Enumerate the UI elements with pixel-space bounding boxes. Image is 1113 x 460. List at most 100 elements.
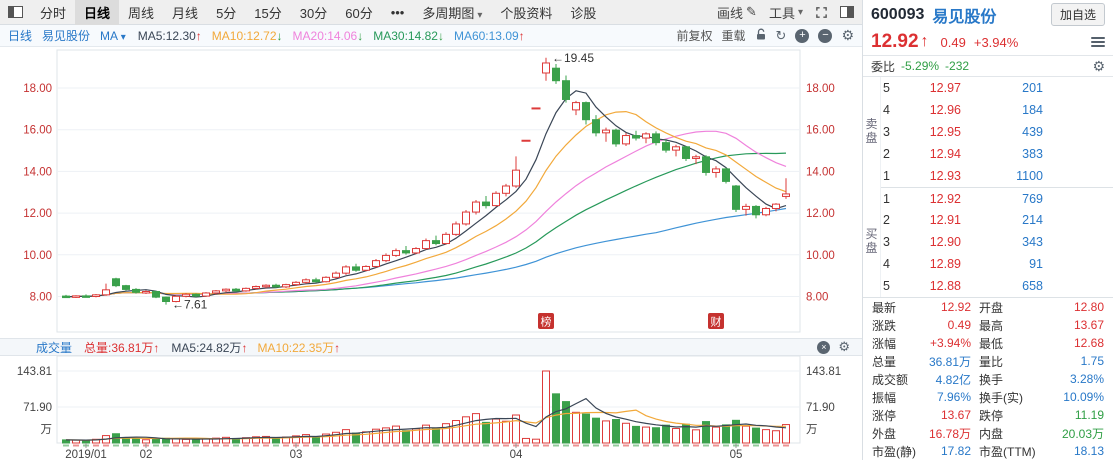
period-tab[interactable]: 60分 xyxy=(345,5,373,21)
svg-text:←7.61: ←7.61 xyxy=(172,298,208,312)
lock-open-icon[interactable] xyxy=(755,28,767,44)
settings-icon[interactable]: ⚙ xyxy=(1092,57,1105,74)
svg-text:万: 万 xyxy=(806,424,818,436)
period-tab[interactable]: 15分 xyxy=(254,5,282,21)
order-book: 卖盘 买盘 5 12.97 201 4 12.96 184 3 12.95 439 2 12.94 3… xyxy=(863,77,1113,297)
buy-level-row[interactable]: 4 12.89 91 xyxy=(881,253,1113,275)
stat-row: 市盈(静) 17.82 市盈(TTM) 18.13 xyxy=(872,442,1104,460)
svg-text:04: 04 xyxy=(510,449,523,460)
level-price: 12.93 xyxy=(929,169,961,183)
stat-row: 涨跌 0.49 最高 13.67 xyxy=(872,316,1104,334)
adjust-price-button[interactable]: 前复权 xyxy=(676,29,713,43)
stat-row: 外盘 16.78万 内盘 20.03万 xyxy=(872,424,1104,442)
down-arrow-icon: ↓ xyxy=(437,28,444,43)
period-tab[interactable]: 日线 xyxy=(75,0,120,25)
add-watchlist-button[interactable]: 加自选 xyxy=(1050,3,1105,26)
sell-level-row[interactable]: 4 12.96 184 xyxy=(881,99,1113,121)
ma-dropdown[interactable]: MA ▾ xyxy=(100,29,126,43)
quote-panel: 600093 易见股份 加自选 12.92 ↑ 0.49 +3.94% 委比 -… xyxy=(862,0,1113,460)
stock-name[interactable]: 易见股份 xyxy=(932,8,997,26)
tools-label: 工具 xyxy=(768,5,795,21)
stat-value: 7.96% xyxy=(936,390,971,404)
period-tab[interactable]: 分时 xyxy=(40,5,67,21)
order-book-side-labels: 卖盘 买盘 xyxy=(863,77,881,297)
stat-label: 涨跌 xyxy=(872,318,897,333)
volume-chart[interactable]: 143.81 143.81 71.90 71.90 万 万 2019/01 02 03 04 05 xyxy=(0,355,862,460)
level-number: 5 xyxy=(883,81,890,95)
stat-value: 20.03万 xyxy=(1061,426,1104,441)
stat-label: 涨停 xyxy=(872,408,897,423)
list-menu-icon[interactable] xyxy=(1091,37,1105,47)
buy-level-row[interactable]: 5 12.88 658 xyxy=(881,275,1113,297)
period-tab[interactable]: 5分 xyxy=(216,5,237,21)
level-volume: 658 xyxy=(1022,279,1043,293)
refresh-icon[interactable]: ↻ xyxy=(775,27,787,43)
tools-dropdown[interactable]: 工具 ▾ xyxy=(769,3,803,22)
period-tab[interactable]: 周线 xyxy=(128,5,155,21)
fullscreen-icon[interactable] xyxy=(815,6,828,19)
stat-label: 量比 xyxy=(979,354,1004,369)
stat-value: 4.82亿 xyxy=(935,372,971,387)
buy-level-row[interactable]: 2 12.91 214 xyxy=(881,209,1113,231)
stat-value: 13.67 xyxy=(940,408,971,422)
sell-level-row[interactable]: 3 12.95 439 xyxy=(881,121,1113,143)
buy-level-row[interactable]: 3 12.90 343 xyxy=(881,231,1113,253)
level-price: 12.97 xyxy=(929,81,961,95)
stock-name-link[interactable]: 易见股份 xyxy=(42,29,91,43)
price-change: 0.49 xyxy=(940,34,966,50)
svg-text:02: 02 xyxy=(140,449,153,460)
period-tab[interactable]: 多周期图 ▾ xyxy=(422,5,483,21)
svg-text:14.00: 14.00 xyxy=(23,166,52,178)
volume-pane-header: 成交量 总量:36.81万↑ MA5:24.82万↑ MA10:22.35万↑ × … xyxy=(0,338,862,356)
chevron-down-icon: ▾ xyxy=(797,6,803,18)
period-tab[interactable]: 个股资料 xyxy=(500,5,553,21)
level-volume: 91 xyxy=(1029,257,1043,271)
price-row: 12.92 ↑ 0.49 +3.94% xyxy=(863,29,1113,55)
toolbar-right: 画线 ✎ 工具 ▾ xyxy=(717,3,854,22)
svg-text:←19.45: ←19.45 xyxy=(552,51,594,65)
stat-value: 3.28% xyxy=(1069,372,1104,386)
zoom-in-icon[interactable]: + xyxy=(795,28,810,43)
draw-line-button[interactable]: 画线 ✎ xyxy=(717,3,757,22)
period-tab[interactable]: 30分 xyxy=(299,5,328,21)
close-icon[interactable]: × xyxy=(817,340,831,354)
price-change-percent: +3.94% xyxy=(973,34,1019,50)
level-price: 12.95 xyxy=(929,125,961,139)
volume-header-controls: × ⚙ xyxy=(817,339,850,355)
period-tab[interactable]: ••• xyxy=(390,4,405,20)
stat-label: 换手(实) xyxy=(979,390,1023,405)
stat-value: 11.19 xyxy=(1074,408,1104,422)
sell-level-row[interactable]: 2 12.94 383 xyxy=(881,143,1113,165)
weibi-label: 委比 xyxy=(871,59,896,74)
stat-value: 18.13 xyxy=(1073,444,1104,458)
down-arrow-icon: ↓ xyxy=(357,28,364,43)
level-volume: 214 xyxy=(1022,213,1043,227)
legend-right-controls: 前复权 重载 ↻ + − ⚙ xyxy=(677,27,855,44)
quote-stats: 最新 12.92 开盘 12.80 涨跌 0.49 最高 13.67 涨幅 +3.94% 最低 12.… xyxy=(863,297,1113,459)
chevron-down-icon: ▾ xyxy=(477,9,483,21)
level-number: 1 xyxy=(883,169,890,183)
period-label[interactable]: 日线 xyxy=(8,29,33,43)
sell-level-row[interactable]: 5 12.97 201 xyxy=(881,77,1113,99)
period-tab[interactable]: 诊股 xyxy=(570,5,597,21)
layout-panel-icon[interactable] xyxy=(840,6,854,18)
settings-icon[interactable]: ⚙ xyxy=(841,27,854,43)
sidebar-toggle-icon[interactable] xyxy=(8,6,23,18)
buy-level-row[interactable]: 1 12.92 769 xyxy=(881,187,1113,209)
stat-value: 17.82 xyxy=(940,444,971,458)
level-volume: 769 xyxy=(1022,191,1043,206)
settings-icon[interactable]: ⚙ xyxy=(838,339,850,354)
down-arrow-icon: ↓ xyxy=(276,28,283,43)
zoom-out-icon[interactable]: − xyxy=(818,28,833,43)
stat-value: 12.68 xyxy=(1073,336,1104,350)
svg-text:10.00: 10.00 xyxy=(23,250,52,262)
kline-chart[interactable]: 8.00 8.00 10.00 10.00 12.00 12.00 14.00 14.00 16… xyxy=(0,47,862,338)
stat-row: 成交额 4.82亿 换手 3.28% xyxy=(872,370,1104,388)
stat-value: 10.09% xyxy=(1063,390,1104,404)
svg-text:10.00: 10.00 xyxy=(806,250,835,262)
period-tab[interactable]: 月线 xyxy=(172,5,199,21)
stat-row: 涨停 13.67 跌停 11.19 xyxy=(872,406,1104,424)
sell-level-row[interactable]: 1 12.93 1100 xyxy=(881,165,1113,187)
stat-value: 36.81万 xyxy=(928,354,971,369)
reload-button[interactable]: 重载 xyxy=(721,29,746,43)
